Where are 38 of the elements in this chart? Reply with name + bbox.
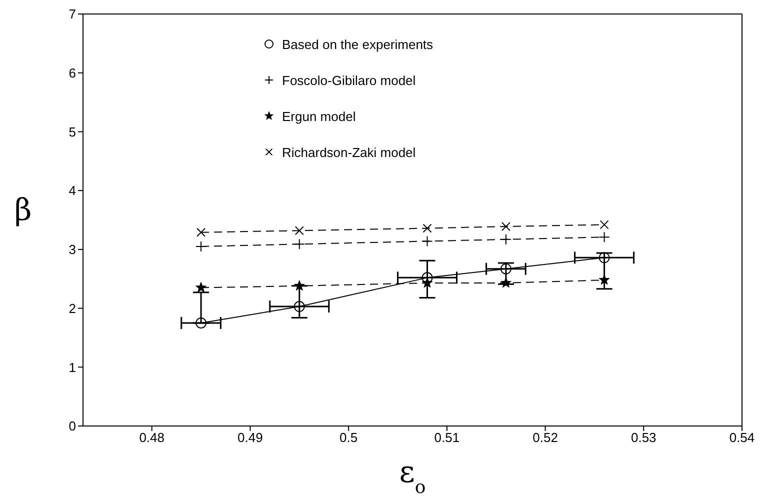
x-tick-label: 0.5 bbox=[340, 430, 358, 446]
y-tick-label: 6 bbox=[68, 65, 76, 80]
point bbox=[294, 280, 305, 291]
y-tick-label: 2 bbox=[68, 300, 76, 316]
point bbox=[600, 220, 609, 230]
point bbox=[294, 238, 305, 250]
point bbox=[294, 226, 304, 236]
y-tick-label: 5 bbox=[68, 124, 76, 140]
point bbox=[196, 282, 207, 292]
legend-label: Ergun model bbox=[282, 108, 356, 124]
x-tick-label: 0.48 bbox=[139, 430, 165, 446]
y-tick-label: 3 bbox=[68, 242, 76, 258]
y-tick-label: 7 bbox=[68, 6, 76, 22]
x-axis-title: ε$_{o}$ bbox=[399, 455, 426, 498]
point bbox=[598, 274, 610, 285]
point bbox=[500, 263, 512, 274]
point bbox=[294, 301, 305, 312]
x-tick-label: 0.54 bbox=[729, 430, 755, 446]
x-tick-label: 0.49 bbox=[238, 430, 263, 446]
point bbox=[422, 224, 432, 233]
x-tick-label: 0.53 bbox=[630, 430, 656, 446]
point bbox=[501, 222, 510, 231]
y-tick-label: 4 bbox=[68, 183, 76, 198]
y-axis-title: β bbox=[14, 193, 32, 228]
point bbox=[598, 232, 610, 243]
point bbox=[500, 277, 512, 288]
legend-label: Based on the experiments bbox=[282, 36, 434, 52]
point bbox=[598, 252, 610, 264]
y-tick-label: 0 bbox=[68, 418, 76, 434]
x-tick-label: 0.51 bbox=[434, 430, 460, 446]
y-tick-label: 1 bbox=[68, 360, 76, 375]
point bbox=[196, 318, 207, 328]
point bbox=[500, 234, 512, 245]
x-tick-label: 0.52 bbox=[532, 430, 558, 446]
point bbox=[422, 236, 433, 247]
point bbox=[196, 228, 206, 237]
legend-label: Richardson-Zaki model bbox=[282, 144, 416, 160]
legend-label: Foscolo-Gibilaro model bbox=[282, 72, 416, 88]
